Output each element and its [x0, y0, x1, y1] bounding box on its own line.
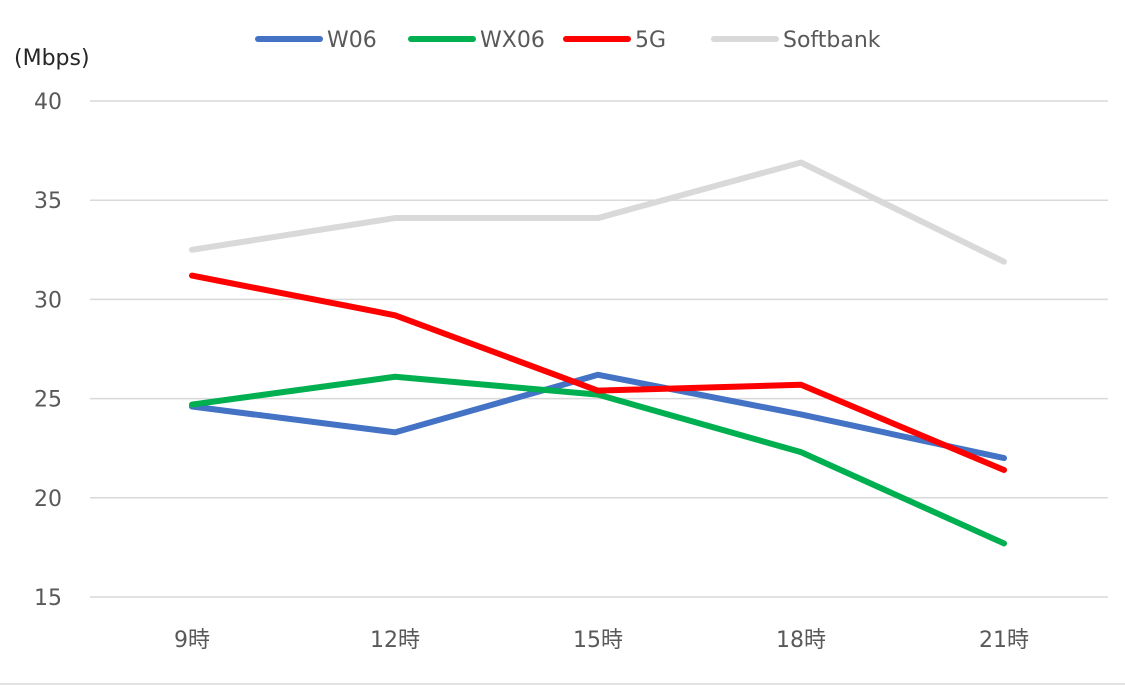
y-tick-label-40: 40	[34, 90, 62, 115]
series-line-softbank	[189, 159, 1007, 265]
x-tick-label-4: 21時	[979, 628, 1029, 653]
legend-label-w06: W06	[327, 28, 377, 53]
grid-layer	[90, 100, 1108, 598]
y-tick-label-30: 30	[34, 288, 62, 313]
legend-label-softbank: Softbank	[783, 28, 881, 53]
axis-layer: (Mbps) 15 20 25 30 35 40 9時 12時 15時 18時 21時	[14, 46, 1029, 653]
legend-label-5g: 5G	[635, 28, 666, 53]
series-layer	[189, 159, 1007, 547]
legend: W06 WX06 5G Softbank	[255, 28, 881, 53]
y-tick-label-25: 25	[34, 388, 62, 413]
y-tick-label-20: 20	[34, 487, 62, 512]
y-tick-label-35: 35	[34, 189, 62, 214]
legend-label-wx06: WX06	[480, 28, 545, 53]
series-line-wx06	[189, 373, 1007, 547]
x-tick-label-3: 18時	[776, 628, 826, 653]
x-tick-label-2: 15時	[573, 628, 623, 653]
x-tick-label-1: 12時	[370, 628, 420, 653]
x-tick-label-0: 9時	[174, 628, 210, 653]
y-tick-label-15: 15	[34, 586, 62, 611]
y-axis-unit-label: (Mbps)	[14, 46, 90, 71]
